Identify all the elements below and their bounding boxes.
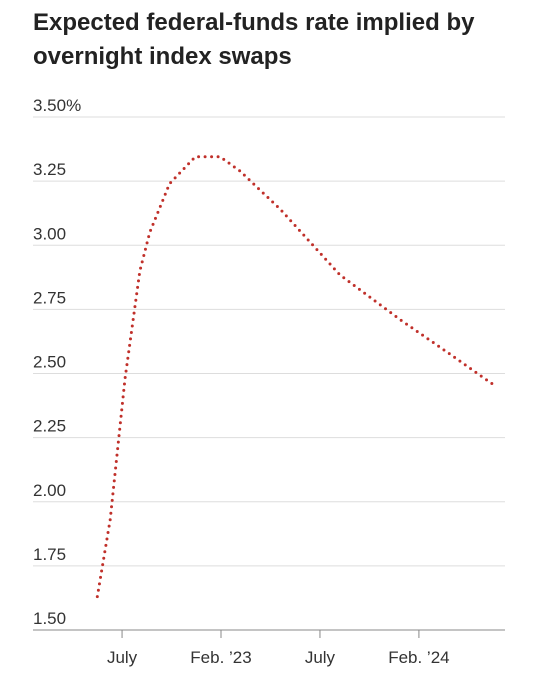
x-tick-label: July [107,648,138,667]
y-tick-label: 2.00 [33,481,66,500]
line [95,155,494,599]
chart-title: Expected federal-funds rate implied by [33,9,475,36]
y-tick-label: 3.50% [33,96,81,115]
x-tick-label: Feb. ’24 [388,648,449,667]
y-tick-label: 1.50 [33,609,66,628]
y-tick-label: 2.50 [33,353,66,372]
x-tick-label: Feb. ’23 [190,648,251,667]
y-tick-label: 2.75 [33,288,66,307]
y-tick-label: 3.00 [33,224,66,243]
chart-title: overnight index swaps [33,43,292,70]
y-tick-label: 2.25 [33,417,66,436]
y-tick-label: 1.75 [33,545,66,564]
x-tick-label: July [305,648,336,667]
y-tick-label: 3.25 [33,160,66,179]
